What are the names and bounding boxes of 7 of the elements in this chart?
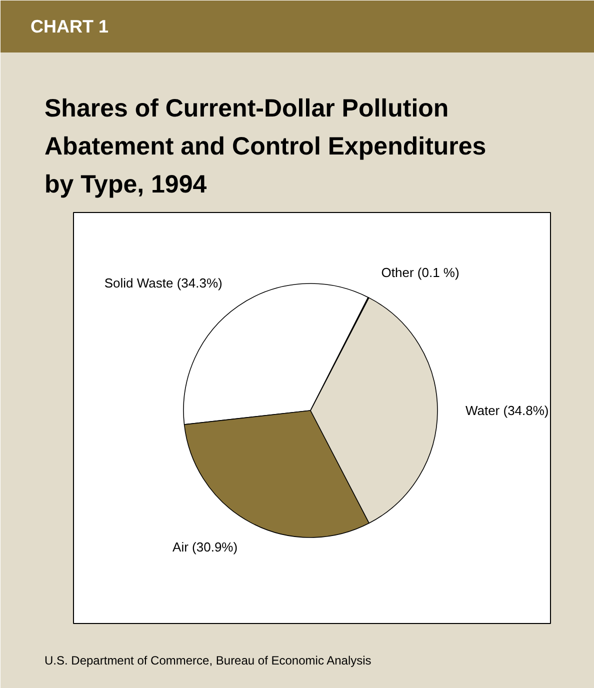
caption: CHART 1 <box>30 16 109 36</box>
text: U.S. Department of Commerce, Bureau of Economic Analysis <box>44 654 372 668</box>
slice-label: Solid Waste (34.3%) <box>104 276 222 291</box>
slice-label: Water (34.8%) <box>465 402 549 418</box>
chart-title: Shares of Current-Dollar Pollution Abatement and Control Expenditures by Type, 1994 <box>44 94 486 198</box>
slice-label: Air (30.9%) <box>172 540 238 555</box>
slice-label: Other (0.1 %) <box>381 265 460 280</box>
